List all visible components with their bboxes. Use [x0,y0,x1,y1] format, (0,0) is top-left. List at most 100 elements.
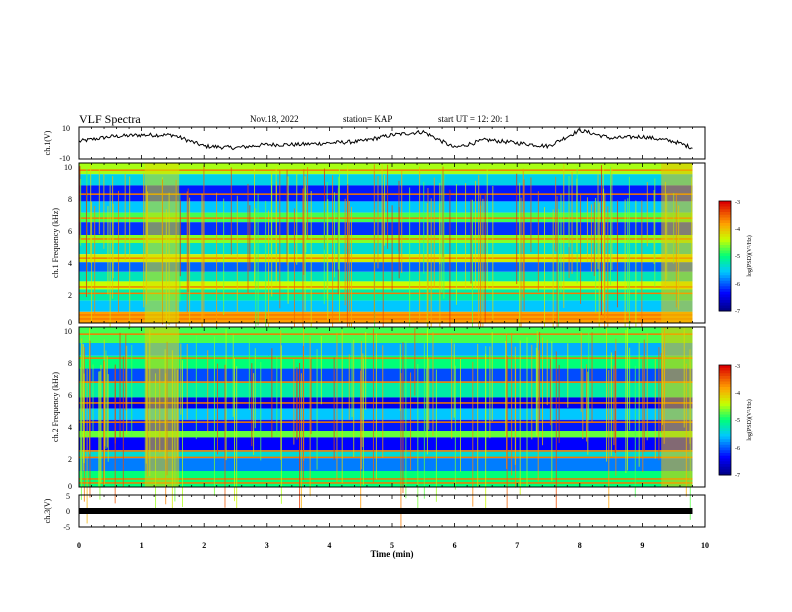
spectrogram-sferic [400,373,402,529]
spectrogram-sferic [426,203,428,328]
spectrogram-sferic [558,209,560,330]
spectrogram-sferic [280,330,282,460]
ch2-colorbar-frame [718,364,732,476]
spectrogram-sferic [470,199,472,284]
spectrogram-sferic [201,194,203,351]
colorbar-step [719,389,731,393]
colorbar-step [719,223,731,227]
spectrogram-sferic [506,333,508,469]
spectrogram-sferic [384,174,386,246]
colorbar-step [719,280,731,284]
spectrogram-sferic [103,174,105,249]
ch2-colorbar-tick-7: -7 [735,473,740,479]
ch3-waveform-trace [79,508,693,514]
spectrogram-sferic [92,364,94,435]
spectrogram-sferic [614,351,616,453]
spectrogram-sferic [90,164,92,263]
spectrogram-sferic [362,358,364,485]
spectrogram-sferic [526,337,528,488]
colorbar-step [719,411,731,415]
spectrogram-sferic [608,370,610,511]
spectrogram-sferic [327,199,329,320]
spectrogram-emission-line [79,456,693,459]
colorbar-step [719,261,731,265]
spectrogram-sferic [216,192,218,347]
spectrogram-sferic [580,332,582,412]
x-tick-label: 7 [515,541,519,550]
x-tick-label: 8 [578,541,582,550]
spectrogram-sferic [296,367,298,439]
ch3-waveform-ytick-minus5: -5 [63,523,70,532]
spectrogram-sferic [86,368,88,524]
spectrogram-band [79,311,693,323]
spectrogram-sferic [443,173,445,299]
ch1-colorbar-gradient [719,201,731,312]
ch1-spectrogram-ytick-0: 0 [68,318,72,327]
spectrogram-sferic [546,339,548,406]
spectrogram-sferic [286,169,288,265]
colorbar-step [719,253,731,257]
spectrogram-sferic [568,176,570,248]
spectrogram-sferic [303,168,305,275]
spectrogram-sferic [563,163,565,308]
colorbar-step [719,206,731,210]
x-tick-label: 3 [265,541,269,550]
spectrogram-sferic [441,170,443,293]
spectrogram-sferic [477,343,479,488]
x-tick-label: 6 [453,541,457,550]
ch1-colorbar-tick-5: -5 [735,254,740,260]
spectrogram-sferic [472,361,474,507]
colorbar-step [719,245,731,249]
spectrogram-band [79,271,693,282]
spectrogram-sferic [542,337,544,446]
spectrogram-sferic [520,197,522,347]
colorbar-step [719,258,731,262]
spectrogram-sferic [611,167,613,271]
spectrogram-sferic [555,351,557,511]
spectrogram-band [79,281,693,290]
spectrogram-sferic [593,201,595,277]
spectrogram-sferic [81,343,83,412]
spectrogram-sferic [603,188,605,303]
spectrogram-sferic [428,358,430,430]
spectrogram-sferic [253,166,255,284]
colorbar-step [719,228,731,232]
colorbar-step [719,256,731,260]
spectrogram-sferic [530,177,532,253]
spectrogram-sferic [537,191,539,292]
spectrogram-sferic [638,342,640,467]
spectrogram-sferic [83,373,85,464]
ch1-spectrogram-panel: 10 8 6 4 2 0 ch.1 Frequency (kHz) [51,162,706,363]
spectrogram-sferic [179,200,181,277]
colorbar-step [719,469,731,473]
spectrogram-sferic [539,331,541,420]
colorbar-step [719,209,731,213]
spectrogram-sferic [459,358,461,472]
spectrogram-sferic [305,185,307,253]
colorbar-step [719,275,731,279]
colorbar-step [719,398,731,402]
spectrogram-sferic [453,343,455,418]
spectrogram-sferic [180,343,182,415]
spectrogram-sferic [124,173,126,261]
ch1-colorbar-tick-4: -4 [735,227,740,233]
colorbar-step [719,442,731,446]
spectrogram-sferic [516,173,518,285]
ch2-colorbar-gradient [719,365,731,476]
colorbar-step [719,272,731,276]
spectrogram-sferic [187,188,189,292]
ch1-colorbar-frame [718,200,732,312]
colorbar-step [719,409,731,413]
spectrogram-sferic [585,364,587,442]
spectrogram-sferic [535,347,537,436]
ch2-colorbar: -3 -4 -5 -6 -7 log(PSD)(V²/Hz) [718,364,753,479]
colorbar-step [719,384,731,388]
colorbar-step [719,264,731,268]
x-tick-label: 2 [202,541,206,550]
spectrogram-band [79,163,693,175]
spectrogram-sferic [588,331,590,421]
spectrogram-sferic [615,338,617,476]
spectrogram-sferic [576,178,578,253]
spectrogram-sferic [604,200,606,331]
